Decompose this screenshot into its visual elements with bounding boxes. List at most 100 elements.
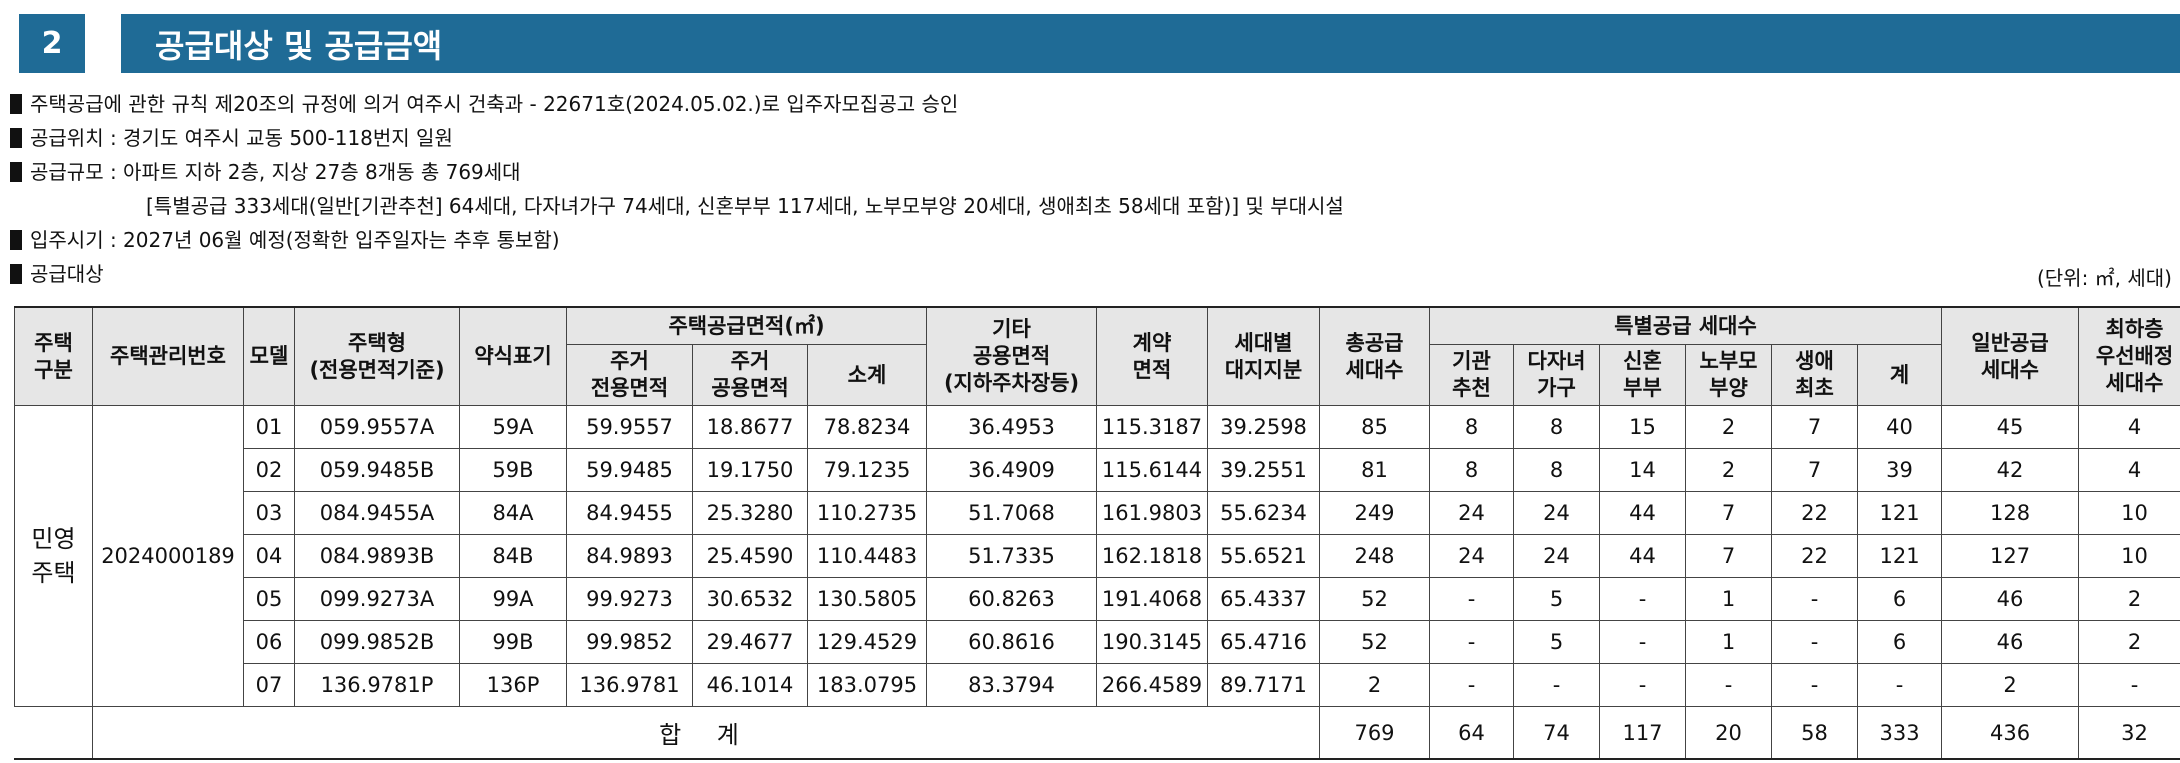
cell-total-units: 248 — [1319, 534, 1430, 578]
cell-newlywed: 14 — [1599, 448, 1686, 492]
cell-agency: 24 — [1429, 534, 1514, 578]
total-first-time: 58 — [1771, 706, 1858, 760]
cell-first-time: - — [1771, 577, 1858, 621]
cell-abbr: 59B — [459, 448, 567, 492]
cell-total-units: 52 — [1319, 620, 1430, 664]
cell-agency: 8 — [1429, 448, 1514, 492]
cell-subtotal: 129.4529 — [807, 620, 927, 664]
cell-land-share: 65.4716 — [1207, 620, 1320, 664]
cell-general: 42 — [1941, 448, 2080, 492]
cell-subtotal: 110.2735 — [807, 491, 927, 535]
header-general: 일반공급 세대수 — [1941, 306, 2080, 406]
bullet-marker — [10, 128, 22, 148]
cell-other-common: 83.3794 — [926, 663, 1097, 707]
cell-housing-type: 민영 주택 — [14, 405, 93, 707]
total-label: 합 계 — [92, 706, 1320, 760]
cell-special-sum: 40 — [1856, 405, 1943, 449]
cell-subtotal: 183.0795 — [807, 663, 927, 707]
cell-common-area: 29.4677 — [692, 620, 808, 664]
cell-subtotal: 110.4483 — [807, 534, 927, 578]
bullet-marker — [10, 230, 22, 250]
header-exclusive: 주거 전용면적 — [566, 344, 693, 406]
cell-special-sum: 121 — [1856, 491, 1943, 535]
section-title: 공급대상 및 공급금액 — [121, 14, 2180, 73]
cell-lowest-floor: 4 — [2078, 448, 2180, 492]
cell-common-area: 46.1014 — [692, 663, 808, 707]
cell-newlywed: 44 — [1599, 491, 1686, 535]
cell-elderly: 1 — [1685, 620, 1772, 664]
cell-other-common: 36.4909 — [926, 448, 1097, 492]
cell-abbr: 84B — [459, 534, 567, 578]
cell-multi-child: 24 — [1513, 491, 1600, 535]
cell-elderly: 7 — [1685, 534, 1772, 578]
cell-model: 06 — [243, 620, 295, 664]
cell-total-units: 249 — [1319, 491, 1430, 535]
header-contract-area: 계약 면적 — [1096, 306, 1208, 406]
cell-house-type: 099.9852B — [294, 620, 460, 664]
cell-house-type: 059.9485B — [294, 448, 460, 492]
cell-multi-child: 5 — [1513, 620, 1600, 664]
cell-newlywed: 44 — [1599, 534, 1686, 578]
cell-other-common: 60.8616 — [926, 620, 1097, 664]
cell-lowest-floor: 10 — [2078, 491, 2180, 535]
cell-other-common: 51.7068 — [926, 491, 1097, 535]
cell-contract-area: 115.6144 — [1096, 448, 1208, 492]
cell-elderly: 2 — [1685, 405, 1772, 449]
table-row: 02 059.9485B 59B 59.9485 19.1750 79.1235 36.49… — [15, 448, 2180, 492]
cell-general: 46 — [1941, 620, 2080, 664]
header-house-type: 주택형 (전용면적기준) — [294, 306, 460, 406]
total-blank-cell — [14, 706, 93, 760]
cell-first-time: 7 — [1771, 405, 1858, 449]
cell-other-common: 60.8263 — [926, 577, 1097, 621]
cell-house-type: 059.9557A — [294, 405, 460, 449]
cell-abbr: 99B — [459, 620, 567, 664]
cell-lowest-floor: - — [2078, 663, 2180, 707]
cell-model: 02 — [243, 448, 295, 492]
cell-other-common: 51.7335 — [926, 534, 1097, 578]
bullet-marker — [10, 162, 22, 182]
cell-land-share: 39.2598 — [1207, 405, 1320, 449]
cell-lowest-floor: 2 — [2078, 620, 2180, 664]
cell-contract-area: 161.9803 — [1096, 491, 1208, 535]
cell-first-time: 22 — [1771, 534, 1858, 578]
total-total-units: 769 — [1319, 706, 1430, 760]
cell-general: 46 — [1941, 577, 2080, 621]
cell-abbr: 84A — [459, 491, 567, 535]
cell-elderly: 1 — [1685, 577, 1772, 621]
cell-house-type: 084.9893B — [294, 534, 460, 578]
cell-exclusive-area: 59.9485 — [566, 448, 693, 492]
header-model: 모델 — [243, 306, 295, 406]
cell-model: 03 — [243, 491, 295, 535]
cell-mgmt-no: 2024000189 — [92, 405, 244, 707]
cell-lowest-floor: 2 — [2078, 577, 2180, 621]
cell-contract-area: 190.3145 — [1096, 620, 1208, 664]
cell-total-units: 85 — [1319, 405, 1430, 449]
cell-house-type: 084.9455A — [294, 491, 460, 535]
cell-newlywed: 15 — [1599, 405, 1686, 449]
cell-elderly: - — [1685, 663, 1772, 707]
cell-general: 128 — [1941, 491, 2080, 535]
header-supply-area: 주택공급면적(㎡) — [566, 306, 927, 345]
cell-total-units: 2 — [1319, 663, 1430, 707]
cell-abbr: 136P — [459, 663, 567, 707]
header-abbr: 약식표기 — [459, 306, 567, 406]
cell-model: 04 — [243, 534, 295, 578]
cell-general: 127 — [1941, 534, 2080, 578]
bullet-marker — [10, 94, 22, 114]
cell-house-type: 099.9273A — [294, 577, 460, 621]
total-lowest-floor: 32 — [2078, 706, 2180, 760]
header-elderly: 노부모 부양 — [1685, 344, 1772, 406]
cell-exclusive-area: 99.9273 — [566, 577, 693, 621]
header-agency: 기관 추천 — [1429, 344, 1514, 406]
cell-land-share: 89.7171 — [1207, 663, 1320, 707]
cell-elderly: 7 — [1685, 491, 1772, 535]
info-special-detail: [특별공급 333세대(일반[기관추천] 64세대, 다자녀가구 74세대, 신… — [146, 194, 1344, 218]
header-newlywed: 신혼 부부 — [1599, 344, 1686, 406]
cell-contract-area: 191.4068 — [1096, 577, 1208, 621]
header-subtotal: 소계 — [807, 344, 927, 406]
cell-agency: - — [1429, 663, 1514, 707]
cell-abbr: 59A — [459, 405, 567, 449]
section-header: 2 공급대상 및 공급금액 — [19, 14, 2180, 73]
cell-model: 05 — [243, 577, 295, 621]
section-number: 2 — [19, 14, 85, 73]
